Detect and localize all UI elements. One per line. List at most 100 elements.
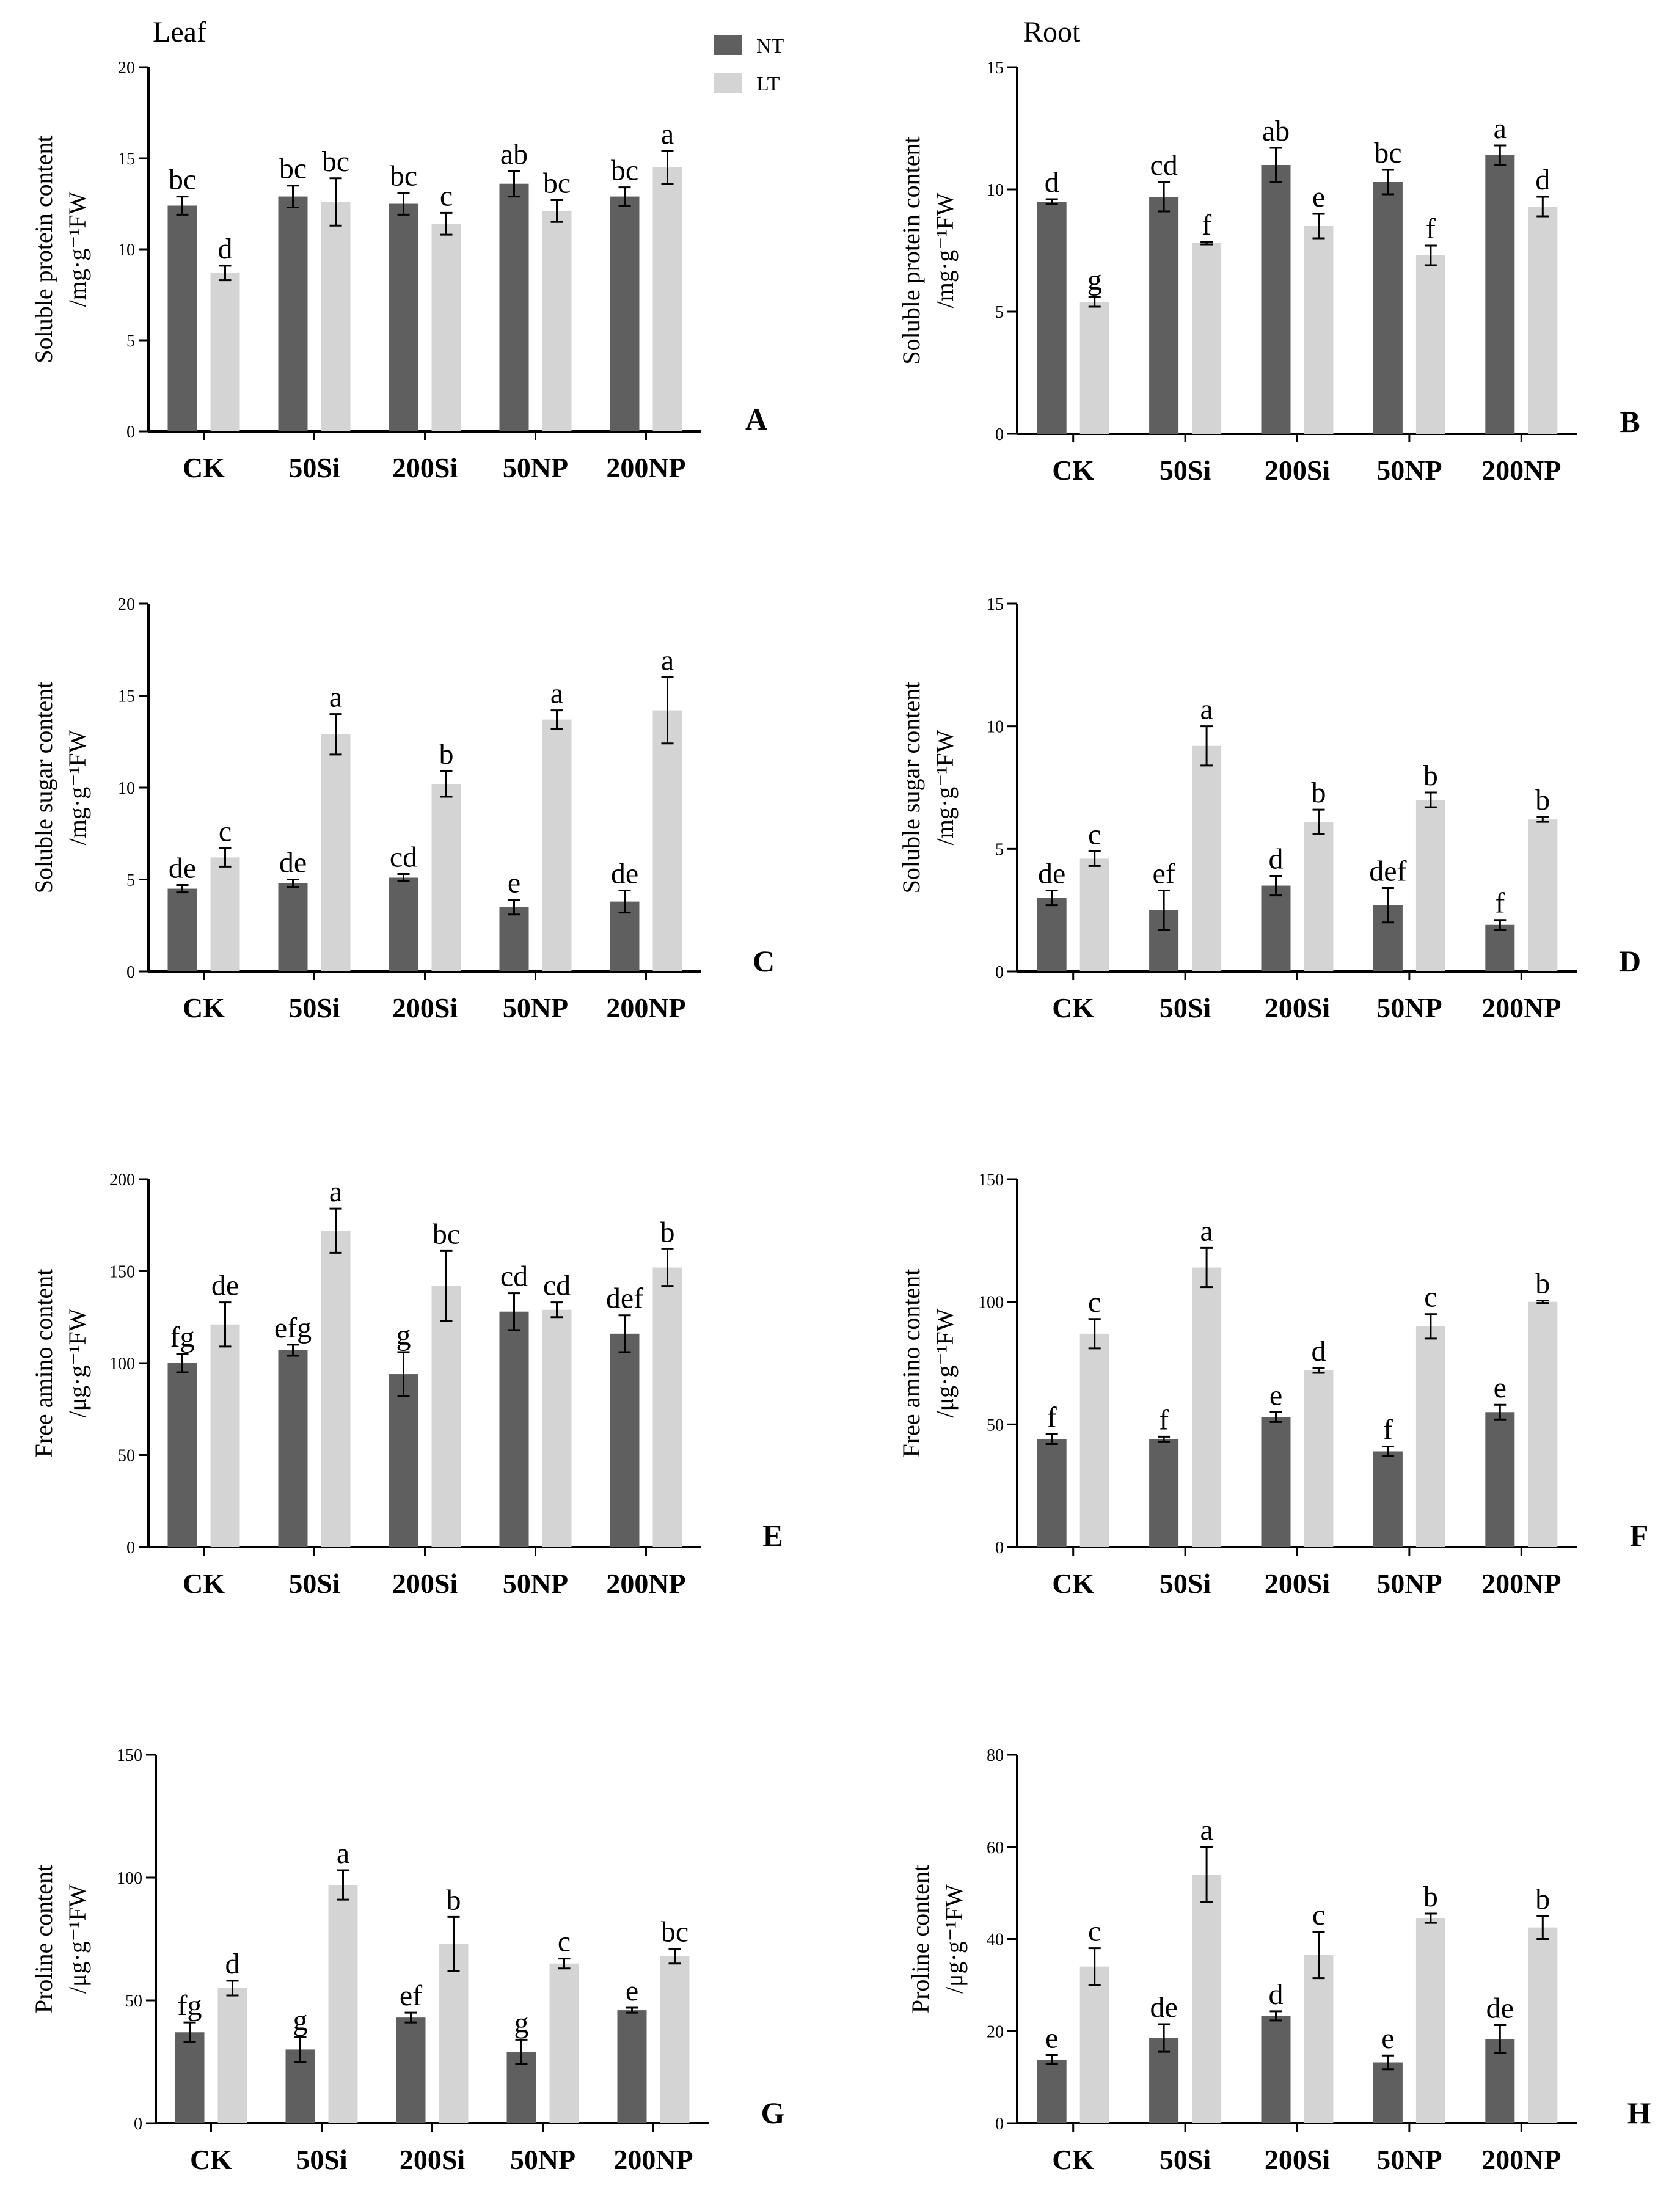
bar-nt [167,1363,197,1547]
category-label: 50NP [1376,455,1442,486]
significance-label: bc [390,160,417,192]
bar-nt [389,203,418,431]
category-label: 50NP [1376,2144,1442,2175]
y-tick-label: 0 [995,2115,1004,2134]
bar-lt [652,167,682,431]
y-axis-unit: /μg·g⁻¹FW [931,1308,959,1417]
y-tick-label: 200 [109,1171,135,1190]
bar-lt [1415,800,1445,971]
significance-label: c [219,815,232,847]
bar-lt [1304,226,1334,434]
significance-label: b [1535,784,1550,816]
category-label: 200Si [1265,992,1331,1023]
category-label: 200NP [1481,2144,1561,2175]
significance-label: bc [661,1916,688,1948]
bar-nt [175,2032,205,2123]
significance-label: bc [322,145,349,178]
bar-nt [167,205,197,431]
y-axis-unit: /mg·g⁻¹FW [64,191,91,307]
significance-label: b [439,738,454,770]
bar-lt [439,1944,469,2123]
panel-letter: G [761,2096,785,2130]
category-label: 200Si [392,1568,458,1599]
significance-label: d [1269,1978,1284,2011]
significance-label: e [1269,1379,1282,1411]
y-tick-label: 0 [134,2115,142,2134]
bar-nt [1037,1439,1067,1547]
significance-label: f [1202,209,1211,241]
significance-label: a [1200,693,1213,726]
bar-nt [1037,898,1067,971]
significance-label: c [1424,1281,1437,1314]
significance-label: de [279,847,307,879]
category-label: CK [1052,992,1094,1023]
bar-lt [321,734,351,971]
category-label: CK [190,2144,232,2175]
significance-label: de [1150,1991,1177,2024]
significance-label: ef [400,1980,422,2012]
y-tick-label: 10 [118,779,135,798]
category-label: 50Si [1160,992,1211,1023]
bar-lt [1079,1333,1109,1547]
y-tick-label: 10 [987,181,1004,200]
bar-lt [542,719,572,971]
y-tick-label: 5 [126,332,135,351]
y-tick-label: 0 [995,1538,1004,1557]
bar-lt [1528,207,1558,434]
significance-label: a [550,678,563,710]
significance-label: f [1047,1401,1057,1433]
panel-letter: H [1627,2096,1651,2130]
panel-c: 05101520CKdec50Sidea200Sicdb50NPea200NPd… [30,595,775,1023]
y-tick-label: 0 [995,963,1004,982]
significance-label: fg [178,1989,202,2022]
y-tick-label: 15 [118,687,135,706]
bar-nt [278,196,308,431]
category-label: 200NP [1481,992,1561,1023]
bar-nt [1261,2016,1291,2123]
y-tick-label: 5 [126,871,135,890]
category-label: 200Si [392,992,458,1023]
y-axis-label: Soluble protein content [30,135,57,363]
significance-label: fg [170,1321,195,1353]
significance-label: ab [1262,115,1290,147]
bar-lt [542,1309,572,1547]
y-tick-label: 15 [987,595,1004,614]
significance-label: de [169,852,196,885]
significance-label: bc [433,1218,460,1250]
significance-label: a [661,118,674,150]
category-label: 200NP [606,1568,685,1599]
significance-label: bc [1374,137,1401,169]
significance-label: bc [279,153,307,185]
significance-label: e [1494,1372,1507,1404]
significance-label: c [1088,1915,1101,1948]
y-tick-label: 100 [978,1293,1004,1312]
category-label: 50Si [1160,455,1211,486]
significance-label: b [447,1884,461,1916]
category-label: 200NP [606,452,685,483]
significance-label: b [660,1216,675,1248]
significance-label: e [1381,2022,1394,2055]
bar-lt [1528,1927,1558,2123]
y-tick-label: 0 [126,963,135,982]
bar-lt [321,1231,351,1547]
significance-label: f [1495,887,1505,920]
bar-nt [389,1374,418,1547]
bar-nt [1261,1417,1291,1547]
y-axis-label: Soluble sugar content [897,682,925,894]
significance-label: e [508,867,520,899]
legend-swatch-lt [714,73,742,93]
significance-label: c [1088,1286,1101,1319]
bar-lt [1528,1301,1558,1547]
significance-label: b [1312,777,1326,809]
bar-lt [1528,819,1558,971]
bar-nt [278,1350,308,1547]
leaf-header: Leaf [153,16,206,48]
category-label: CK [183,452,225,483]
y-axis-label: Soluble protein content [897,136,925,364]
panel-f: 050100150CKfc50Sifa200Sied50NPfc200NPebF… [897,1171,1648,1599]
significance-label: d [1045,166,1059,199]
bar-lt [1079,302,1109,434]
bar-nt [1485,155,1515,434]
category-label: CK [1052,455,1094,486]
